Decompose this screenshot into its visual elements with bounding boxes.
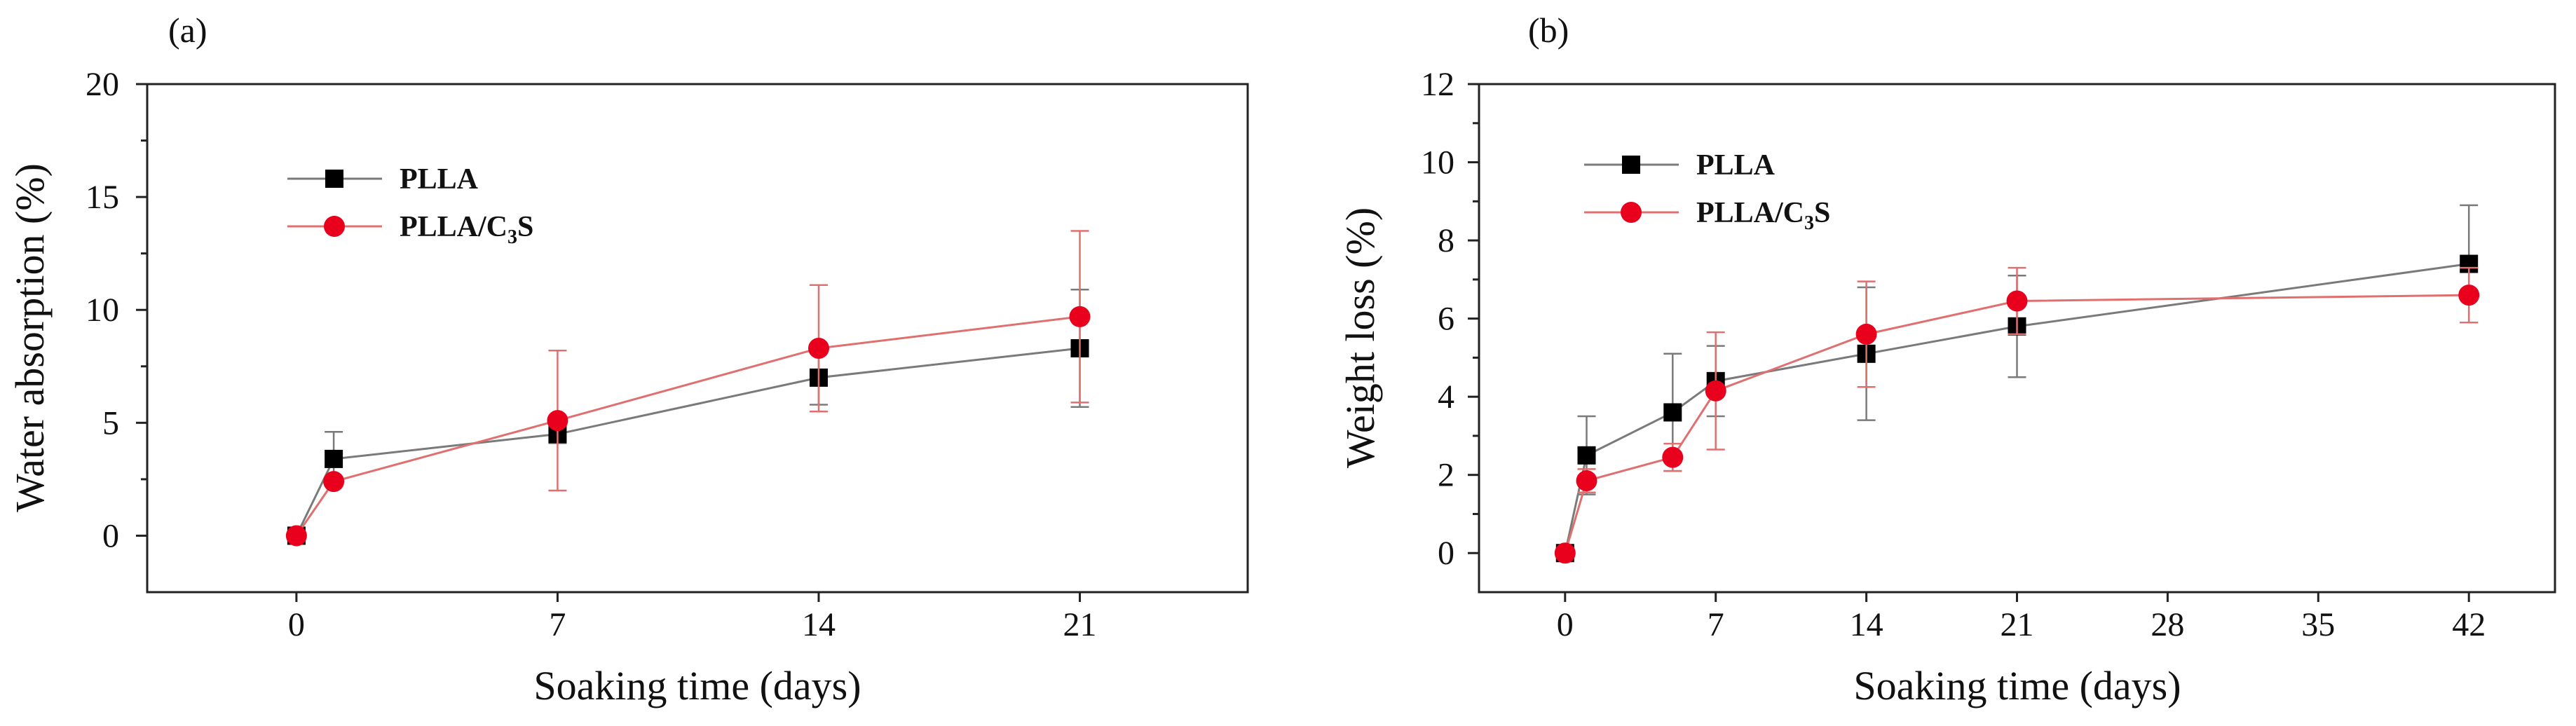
y-tick-label: 2 [1438, 457, 1454, 494]
y-tick-label: 5 [102, 404, 119, 441]
data-point-circle [547, 410, 568, 432]
x-tick-label: 28 [2151, 606, 2184, 643]
y-tick-label: 8 [1438, 222, 1454, 259]
x-tick-label: 7 [549, 606, 566, 643]
data-point-circle [323, 471, 345, 493]
x-tick-label: 35 [2301, 606, 2335, 643]
y-tick-label: 6 [1438, 301, 1454, 338]
panel-b-x-axis-title: Soaking time (days) [1853, 663, 2181, 708]
series-plla [1555, 204, 2479, 563]
chart-panel-b: (b) Weight loss (%) Soaking time (days) … [1337, 11, 2556, 708]
x-tick-label: 21 [1063, 606, 1097, 643]
y-tick-label: 12 [1421, 66, 1454, 103]
panel-a-axis-ticks: 0 7 14 21 0 5 10 15 20 [86, 66, 1097, 643]
panel-a-plot-frame [146, 83, 1249, 594]
series-plla [287, 288, 1089, 545]
data-point-circle [1705, 380, 1726, 402]
panel-b-axis-ticks: 0 7 14 21 28 35 42 0 2 4 6 8 10 12 [1421, 66, 2486, 643]
series-plla-c3s [1554, 266, 2480, 564]
chart-panel-a: (a) Water absorption (%) Soaking time (d… [7, 11, 1249, 708]
y-tick-label: 15 [86, 179, 119, 216]
legend-marker-square [325, 170, 343, 188]
data-point-circle [1662, 446, 1684, 468]
data-point-square [1663, 403, 1682, 422]
x-tick-label: 14 [1850, 606, 1883, 643]
panel-b-y-axis-title: Weight loss (%) [1337, 207, 1383, 468]
data-point-circle [1554, 542, 1576, 564]
data-point-circle [807, 338, 829, 359]
legend-marker-circle [324, 216, 345, 237]
x-tick-label: 14 [802, 606, 836, 643]
series-line [295, 347, 1080, 537]
panel-a-x-axis-title: Soaking time (days) [533, 663, 861, 708]
data-point-circle [1069, 306, 1091, 327]
data-point-circle [2458, 285, 2480, 306]
legend-item-plla-c3s: PLLA/C3S [1584, 197, 1830, 234]
y-tick-label: 10 [1421, 144, 1454, 182]
x-tick-label: 21 [2001, 606, 2034, 643]
data-point-square [325, 449, 343, 468]
legend-item-plla: PLLA [287, 163, 479, 196]
legend-marker-circle [1621, 202, 1642, 223]
panel-b-series-group [1554, 204, 2480, 564]
x-tick-label: 7 [1708, 606, 1724, 643]
y-tick-label: 10 [86, 292, 119, 329]
legend-label: PLLA/C3S [400, 211, 533, 248]
data-point-square [1577, 446, 1596, 465]
panel-a-legend: PLLA PLLA/C3S [287, 163, 533, 248]
legend-label: PLLA [400, 163, 479, 196]
x-tick-label: 0 [288, 606, 305, 643]
legend-label: PLLA [1696, 149, 1776, 182]
panel-b-legend: PLLA PLLA/C3S [1584, 149, 1830, 234]
data-point-circle [1855, 323, 1877, 345]
data-point-circle [1576, 470, 1597, 492]
y-tick-label: 0 [102, 517, 119, 554]
series-plla-c3s [285, 230, 1091, 547]
x-tick-label: 0 [1557, 606, 1574, 643]
y-tick-label: 0 [1438, 535, 1454, 572]
panel-a-series-group [285, 230, 1091, 547]
x-tick-label: 42 [2452, 606, 2486, 643]
legend-item-plla: PLLA [1584, 149, 1776, 182]
y-tick-label: 4 [1438, 378, 1454, 416]
data-point-circle [285, 525, 307, 547]
data-point-circle [2006, 290, 2028, 312]
legend-marker-square [1622, 156, 1640, 174]
panel-a-y-axis-title: Water absorption (%) [7, 163, 53, 512]
y-tick-label: 20 [86, 66, 119, 103]
legend-item-plla-c3s: PLLA/C3S [287, 211, 533, 248]
series-line [295, 315, 1080, 537]
legend-label: PLLA/C3S [1696, 197, 1830, 234]
panel-b-label: (b) [1528, 11, 1569, 50]
panel-a-label: (a) [168, 11, 207, 50]
